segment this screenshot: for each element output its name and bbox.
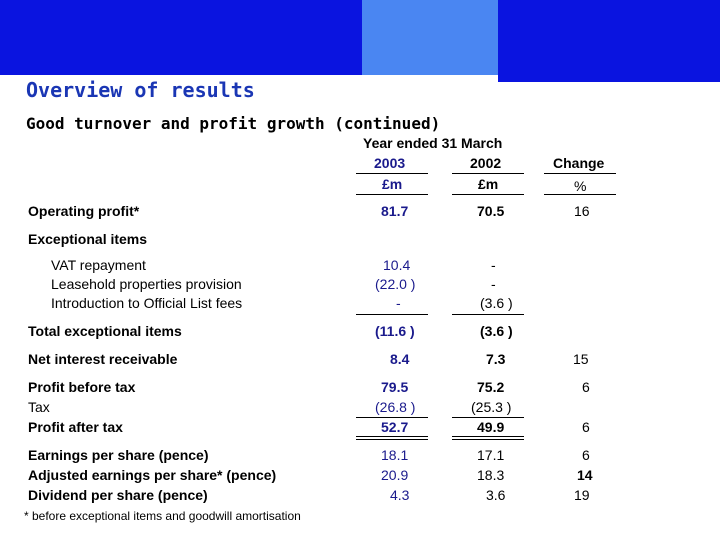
value-2002: 49.9 xyxy=(477,419,505,435)
col-2002-header: 2002 xyxy=(470,155,502,171)
table-row-dps: Dividend per share (pence) 4.3 3.6 19 xyxy=(0,487,720,506)
value-2002: 7.3 xyxy=(486,351,506,367)
value-2003: 81.7 xyxy=(381,203,409,219)
row-label: Profit before tax xyxy=(28,379,136,395)
table-row-official-list: Introduction to Official List fees - (3.… xyxy=(0,295,720,314)
double-underline-2002-a xyxy=(452,436,524,437)
table-row-exceptional-items: Exceptional items xyxy=(0,231,720,250)
row-label: Earnings per share (pence) xyxy=(28,447,209,463)
table-row-eps: Earnings per share (pence) 18.1 17.1 6 xyxy=(0,447,720,466)
value-2002: - xyxy=(491,257,496,273)
row-label: Profit after tax xyxy=(28,419,123,435)
col-change-header: Change xyxy=(553,155,605,171)
unit-change: % xyxy=(574,178,587,194)
table-row-profit-after-tax: Profit after tax 52.7 49.9 6 xyxy=(0,419,720,438)
double-underline-2003-a xyxy=(356,436,428,437)
header-underline-change xyxy=(544,173,616,174)
value-2002: 70.5 xyxy=(477,203,505,219)
unit-2002: £m xyxy=(478,176,499,192)
value-2003: (22.0 ) xyxy=(375,276,416,292)
value-2003: 52.7 xyxy=(381,419,409,435)
unit-underline-change xyxy=(544,194,616,195)
value-change: 16 xyxy=(574,203,590,219)
value-2003: 8.4 xyxy=(390,351,410,367)
value-change: 19 xyxy=(574,487,590,503)
table-row-operating-profit: Operating profit* 81.7 70.5 16 xyxy=(0,203,720,222)
row-label: Total exceptional items xyxy=(28,323,182,339)
value-2003: (11.6 ) xyxy=(375,323,415,339)
value-2002: (3.6 ) xyxy=(480,295,513,311)
value-2002: (25.3 ) xyxy=(471,399,512,415)
pat-underline-2003 xyxy=(356,417,428,418)
value-2003: 18.1 xyxy=(381,447,409,463)
header-underline-2003 xyxy=(356,173,428,174)
value-2002: 17.1 xyxy=(477,447,505,463)
value-2003: 20.9 xyxy=(381,467,409,483)
table-row-leasehold: Leasehold properties provision (22.0 ) - xyxy=(0,276,720,295)
slide-title: Overview of results xyxy=(26,78,255,102)
row-label: Adjusted earnings per share* (pence) xyxy=(28,467,277,483)
table-row-profit-before-tax: Profit before tax 79.5 75.2 6 xyxy=(0,379,720,398)
header-banner-middle xyxy=(362,0,498,75)
unit-2003: £m xyxy=(382,176,403,192)
value-change: 14 xyxy=(577,467,593,483)
value-2003: 4.3 xyxy=(390,487,410,503)
row-label: Operating profit* xyxy=(28,203,140,219)
unit-underline-2002 xyxy=(452,194,524,195)
value-2003: 10.4 xyxy=(383,257,411,273)
value-2002: 18.3 xyxy=(477,467,505,483)
value-change: 6 xyxy=(582,379,590,395)
pat-underline-2002 xyxy=(452,417,524,418)
value-2003: (26.8 ) xyxy=(375,399,416,415)
slide-subtitle: Good turnover and profit growth (continu… xyxy=(26,114,441,133)
period-header: Year ended 31 March xyxy=(363,135,503,151)
table-row-net-interest: Net interest receivable 8.4 7.3 15 xyxy=(0,351,720,370)
value-change: 15 xyxy=(573,351,589,367)
subtotal-underline-2002 xyxy=(452,314,524,315)
double-underline-2002-b xyxy=(452,439,524,440)
row-label: Net interest receivable xyxy=(28,351,178,367)
table-row-vat-repayment: VAT repayment 10.4 - xyxy=(0,257,720,276)
double-underline-2003-b xyxy=(356,439,428,440)
row-label: Dividend per share (pence) xyxy=(28,487,208,503)
footnote: * before exceptional items and goodwill … xyxy=(24,509,301,523)
value-2003: 79.5 xyxy=(381,379,409,395)
header-banner-left xyxy=(0,0,362,75)
value-2002: (3.6 ) xyxy=(480,323,513,339)
subtotal-underline-2003 xyxy=(356,314,428,315)
value-2002: 3.6 xyxy=(486,487,506,503)
table-row-total-exceptional: Total exceptional items (11.6 ) (3.6 ) xyxy=(0,323,720,342)
row-label: Exceptional items xyxy=(28,231,148,247)
unit-underline-2003 xyxy=(356,194,428,195)
row-label: Tax xyxy=(28,399,50,415)
value-2003: - xyxy=(396,295,401,311)
row-label: Introduction to Official List fees xyxy=(51,295,243,311)
value-change: 6 xyxy=(582,419,590,435)
value-2002: - xyxy=(491,276,496,292)
row-label: VAT repayment xyxy=(51,257,146,273)
table-row-adjusted-eps: Adjusted earnings per share* (pence) 20.… xyxy=(0,467,720,486)
value-change: 6 xyxy=(582,447,590,463)
header-banner-right xyxy=(498,0,720,82)
table-row-tax: Tax (26.8 ) (25.3 ) xyxy=(0,399,720,418)
col-2003-header: 2003 xyxy=(374,155,406,171)
row-label: Leasehold properties provision xyxy=(51,276,242,292)
value-2002: 75.2 xyxy=(477,379,505,395)
header-underline-2002 xyxy=(452,173,524,174)
